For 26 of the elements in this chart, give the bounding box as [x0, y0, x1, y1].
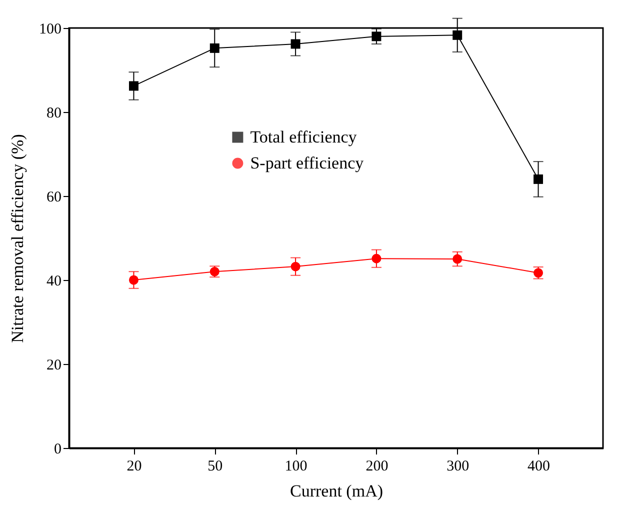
- point: [128, 275, 138, 285]
- x-axis-title: Current (mA): [290, 482, 384, 500]
- point: [290, 262, 300, 272]
- point: [452, 254, 462, 264]
- point: [372, 32, 382, 42]
- x-tick-label: 100: [284, 458, 308, 474]
- point: [128, 81, 138, 91]
- point: [210, 43, 220, 53]
- y-tick-label: 100: [39, 22, 62, 38]
- legend-label: S-part efficiency: [250, 153, 364, 172]
- x-tick-label: 300: [446, 458, 470, 474]
- point: [534, 174, 544, 184]
- point: [290, 39, 300, 49]
- point: [452, 30, 462, 40]
- x-tick-label: 400: [528, 458, 550, 474]
- x-tick-label: 200: [366, 458, 388, 474]
- point: [372, 254, 382, 264]
- y-tick-label: 80: [46, 106, 62, 122]
- y-tick-label: 60: [46, 190, 62, 206]
- legend-label: Total efficiency: [250, 127, 358, 146]
- y-tick-label: 20: [46, 358, 62, 374]
- y-tick-label: 0: [54, 442, 62, 458]
- x-tick-label: 20: [126, 458, 142, 474]
- y-axis-title: Nitrate removal efficiency (%): [8, 134, 27, 343]
- y-tick-label: 40: [46, 274, 62, 290]
- x-tick-label: 50: [208, 458, 223, 474]
